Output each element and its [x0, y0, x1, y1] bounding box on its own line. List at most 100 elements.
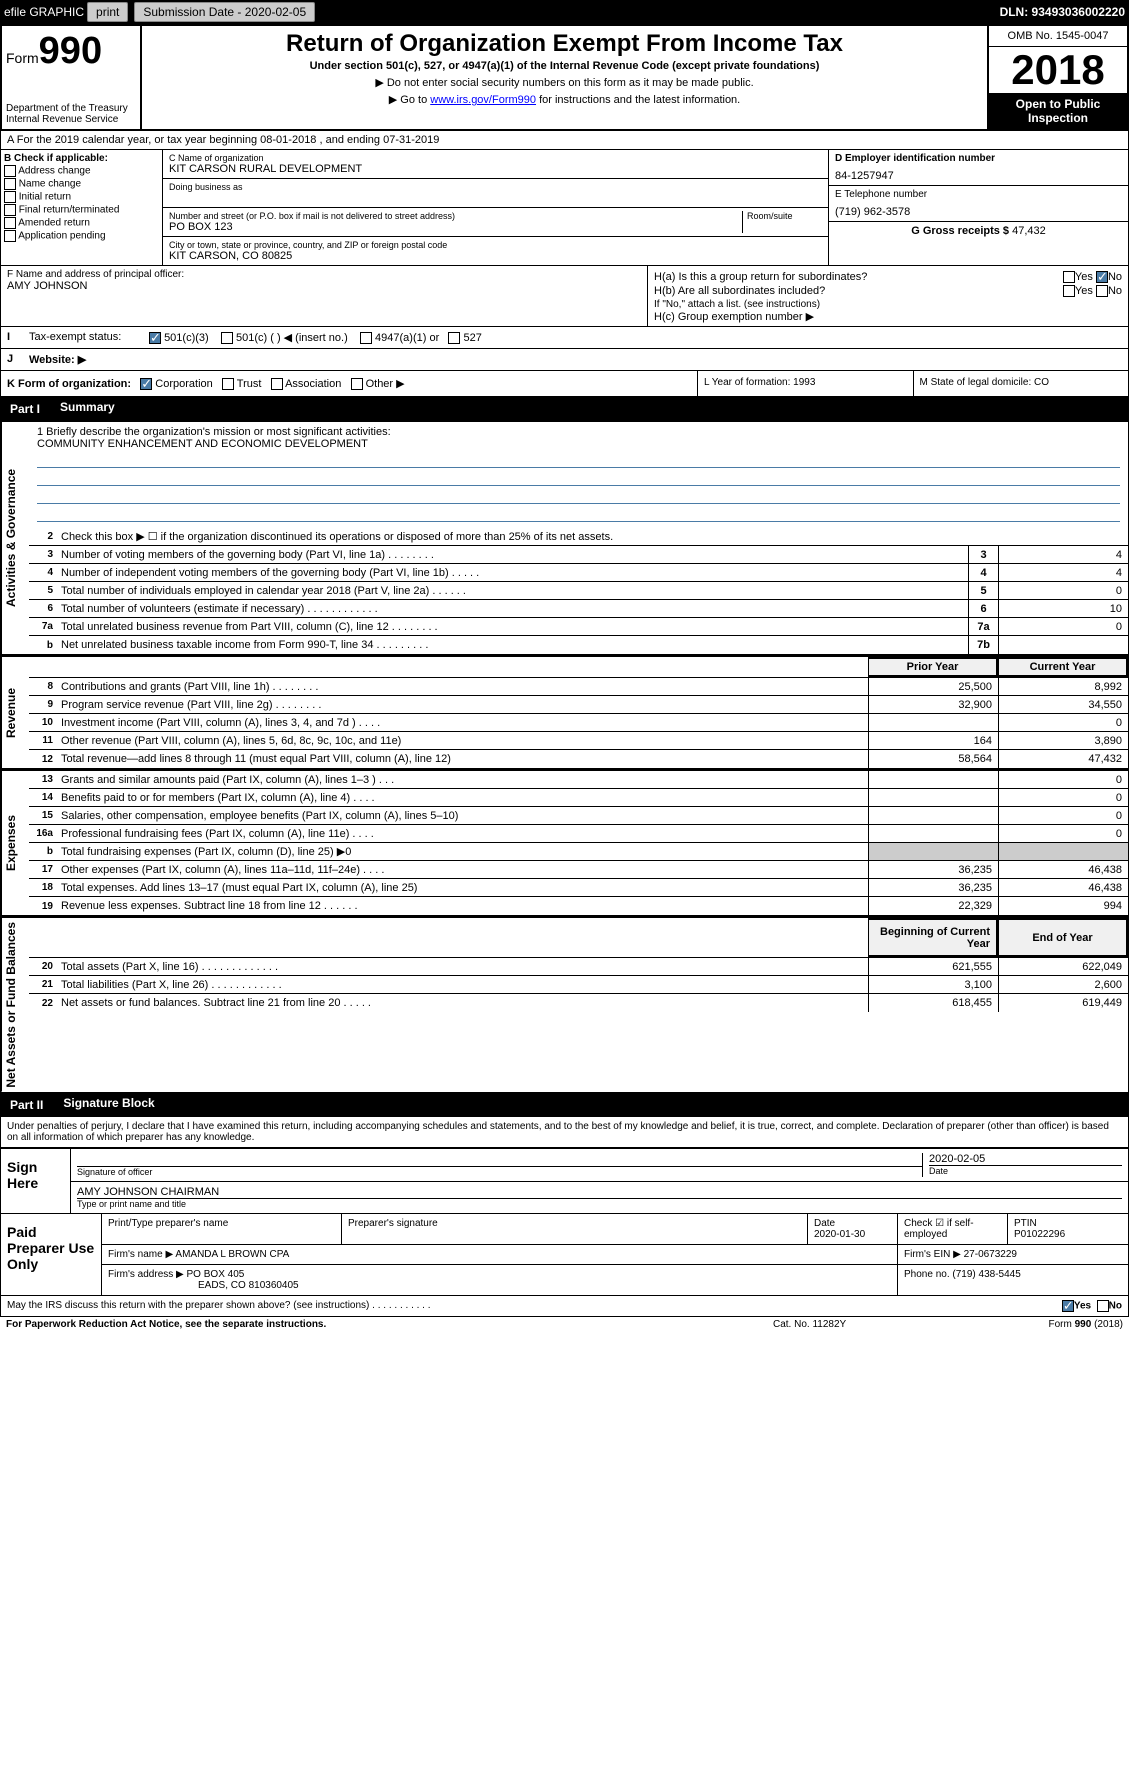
check-application-pending[interactable]: Application pending — [4, 230, 159, 242]
efile-label: efile GRAPHIC — [4, 5, 84, 19]
tax-status-label: Tax-exempt status: — [29, 331, 149, 344]
hb-note: If "No," attach a list. (see instruction… — [654, 299, 1122, 310]
table-row: 4Number of independent voting members of… — [29, 564, 1128, 582]
firm-ein-label: Firm's EIN ▶ — [904, 1249, 961, 1260]
section-bcd: B Check if applicable: Address change Na… — [0, 150, 1129, 266]
submission-date-button[interactable]: Submission Date - 2020-02-05 — [134, 2, 315, 22]
table-row: 20Total assets (Part X, line 16) . . . .… — [29, 958, 1128, 976]
gross-receipts: G Gross receipts $ 47,432 — [829, 222, 1128, 240]
table-row: 6Total number of volunteers (estimate if… — [29, 600, 1128, 618]
table-row: 13Grants and similar amounts paid (Part … — [29, 771, 1128, 789]
officer-value: AMY JOHNSON — [7, 280, 641, 292]
check-label: Final return/terminated — [19, 205, 120, 216]
table-row: 12Total revenue—add lines 8 through 11 (… — [29, 750, 1128, 768]
table-row: 17Other expenses (Part IX, column (A), l… — [29, 861, 1128, 879]
paid-preparer-section: Paid Preparer Use Only Print/Type prepar… — [0, 1214, 1129, 1296]
prep-date: 2020-01-30 — [814, 1229, 891, 1240]
part1-header: Part I Summary — [0, 397, 1129, 421]
firm-name-label: Firm's name ▶ — [108, 1249, 173, 1260]
check-initial-return[interactable]: Initial return — [4, 191, 159, 203]
tax-status-opts: 501(c)(3) 501(c) ( ) ◀ (insert no.) 4947… — [149, 331, 482, 344]
vtab-expenses: Expenses — [1, 771, 29, 915]
header-left: Form990 Department of the Treasury Inter… — [2, 26, 142, 129]
officer-sub: Type or print name and title — [77, 1199, 1122, 1209]
city-label: City or town, state or province, country… — [169, 240, 822, 250]
opt-501c: 501(c) ( ) ◀ (insert no.) — [236, 332, 348, 344]
table-row: 22Net assets or fund balances. Subtract … — [29, 994, 1128, 1012]
check-amended-return[interactable]: Amended return — [4, 217, 159, 229]
prep-date-label: Date — [814, 1218, 891, 1229]
header-subtitle-3: ▶ Go to www.irs.gov/Form990 for instruct… — [146, 93, 983, 106]
table-row: 10Investment income (Part VIII, column (… — [29, 714, 1128, 732]
part2-header: Part II Signature Block — [0, 1093, 1129, 1117]
top-bar: efile GRAPHIC print Submission Date - 20… — [0, 0, 1129, 24]
part2-title: Signature Block — [63, 1096, 154, 1114]
firm-city: EADS, CO 810360405 — [198, 1280, 299, 1291]
state-domicile: M State of legal domicile: CO — [914, 371, 1129, 396]
form-label: Form — [6, 50, 39, 66]
form-number: Form990 — [6, 30, 136, 73]
prep-check-label: Check ☑ if self-employed — [898, 1214, 1008, 1244]
section-fh: F Name and address of principal officer:… — [0, 266, 1129, 327]
discuss-checks: Yes No — [1062, 1300, 1122, 1312]
form-of-org: K Form of organization: Corporation Trus… — [1, 371, 698, 396]
table-row: 8Contributions and grants (Part VIII, li… — [29, 678, 1128, 696]
org-name-row: C Name of organization KIT CARSON RURAL … — [163, 150, 828, 179]
mission-section: 1 Briefly describe the organization's mi… — [29, 422, 1128, 528]
officer-name: AMY JOHNSON CHAIRMAN — [77, 1186, 1122, 1199]
org-name-label: C Name of organization — [169, 153, 822, 163]
table-row: 21Total liabilities (Part X, line 26) . … — [29, 976, 1128, 994]
table-row: 18Total expenses. Add lines 13–17 (must … — [29, 879, 1128, 897]
check-label: Amended return — [18, 218, 90, 229]
instructions-link[interactable]: www.irs.gov/Form990 — [430, 94, 536, 106]
ha-label: H(a) Is this a group return for subordin… — [654, 271, 867, 283]
table-row: 15Salaries, other compensation, employee… — [29, 807, 1128, 825]
beg-year-hdr: Beginning of Current Year — [868, 918, 998, 957]
firm-addr: PO BOX 405 — [187, 1269, 245, 1280]
yes-label: Yes — [1074, 1301, 1091, 1312]
hb-checks: Yes No — [1063, 285, 1122, 297]
firm-phone: (719) 438-5445 — [952, 1269, 1020, 1280]
discuss-text: May the IRS discuss this return with the… — [7, 1300, 1062, 1312]
table-row: 11Other revenue (Part VIII, column (A), … — [29, 732, 1128, 750]
phone-label: E Telephone number — [835, 189, 1122, 200]
check-label: Initial return — [19, 192, 71, 203]
form-header: Form990 Department of the Treasury Inter… — [0, 24, 1129, 131]
check-address-change[interactable]: Address change — [4, 165, 159, 177]
vtab-revenue: Revenue — [1, 657, 29, 768]
prior-year-hdr: Prior Year — [868, 657, 998, 677]
row-k: K Form of organization: Corporation Trus… — [0, 371, 1129, 397]
column-f: F Name and address of principal officer:… — [1, 266, 648, 326]
header-subtitle-1: Under section 501(c), 527, or 4947(a)(1)… — [146, 60, 983, 72]
sig-date-label: Date — [929, 1166, 1122, 1176]
ein-section: D Employer identification number 84-1257… — [829, 150, 1128, 186]
part1-revenue: Revenue Prior YearCurrent Year 8Contribu… — [0, 655, 1129, 769]
opt-501c3: 501(c)(3) — [164, 332, 209, 344]
row-j: J Website: ▶ — [0, 349, 1129, 371]
dba-label: Doing business as — [169, 182, 822, 192]
ha-checks: Yes No — [1063, 271, 1122, 283]
check-final-return[interactable]: Final return/terminated — [4, 204, 159, 216]
table-row: 7aTotal unrelated business revenue from … — [29, 618, 1128, 636]
vtab-net-assets: Net Assets or Fund Balances — [1, 918, 29, 1092]
check-name-change[interactable]: Name change — [4, 178, 159, 190]
print-button[interactable]: print — [87, 2, 128, 22]
opt-4947: 4947(a)(1) or — [375, 332, 439, 344]
check-label: Name change — [19, 179, 81, 190]
mission-text: COMMUNITY ENHANCEMENT AND ECONOMIC DEVEL… — [37, 438, 1120, 450]
city-row: City or town, state or province, country… — [163, 237, 828, 265]
year-formation: L Year of formation: 1993 — [698, 371, 914, 396]
column-de: D Employer identification number 84-1257… — [828, 150, 1128, 265]
signature-section: Sign Here Signature of officer 2020-02-0… — [0, 1148, 1129, 1214]
table-row: 16aProfessional fundraising fees (Part I… — [29, 825, 1128, 843]
table-row: bTotal fundraising expenses (Part IX, co… — [29, 843, 1128, 861]
part1-expenses: Expenses 13Grants and similar amounts pa… — [0, 769, 1129, 916]
column-c: C Name of organization KIT CARSON RURAL … — [163, 150, 828, 265]
row2-text: Check this box ▶ ☐ if the organization d… — [57, 528, 1128, 545]
end-year-hdr: End of Year — [998, 918, 1128, 957]
dln-label: DLN: 93493036002220 — [1000, 5, 1125, 19]
table-row: 9Program service revenue (Part VIII, lin… — [29, 696, 1128, 714]
column-h: H(a) Is this a group return for subordin… — [648, 266, 1128, 326]
ptin-value: P01022296 — [1014, 1229, 1122, 1240]
city-value: KIT CARSON, CO 80825 — [169, 250, 822, 262]
